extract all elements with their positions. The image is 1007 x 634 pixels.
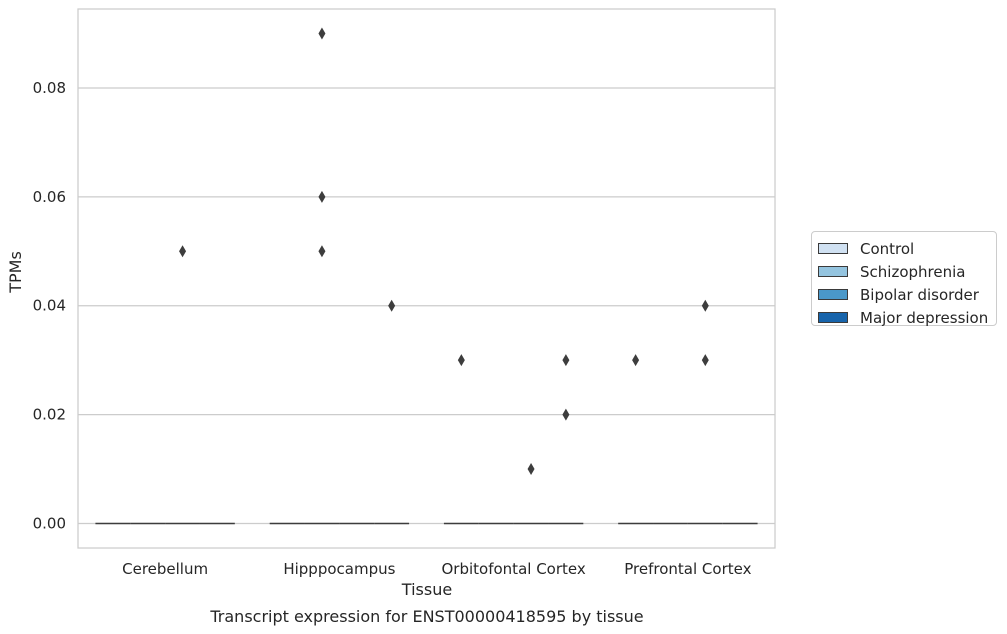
x-tick-label: Orbitofontal Cortex (442, 560, 586, 578)
y-tick-label: 0.08 (33, 79, 66, 97)
legend-label: Control (860, 239, 915, 258)
legend-item: Major depression (818, 306, 996, 329)
outlier-point (388, 299, 396, 312)
outlier-point (457, 354, 465, 367)
legend-swatch (818, 243, 848, 254)
x-tick-label: Hipppocampus (283, 560, 395, 578)
outlier-point (701, 299, 709, 312)
chart-title: Transcript expression for ENST0000041859… (209, 607, 643, 626)
legend-swatch (818, 289, 848, 300)
legend-label: Schizophrenia (860, 262, 966, 281)
outlier-point (701, 354, 709, 367)
outliers (179, 27, 709, 476)
y-tick-label: 0.02 (33, 406, 66, 424)
legend-swatch (818, 312, 848, 323)
y-tick-label: 0.00 (33, 515, 66, 533)
legend-item: Bipolar disorder (818, 283, 996, 306)
x-tick-labels: Cerebellum Hipppocampus Orbitofontal Corte… (122, 560, 751, 578)
outlier-point (632, 354, 640, 367)
legend-swatch (818, 266, 848, 277)
x-axis-label: Tissue (401, 580, 452, 599)
legend-label: Major depression (860, 308, 989, 327)
legend-item: Schizophrenia (818, 260, 996, 283)
outlier-point (179, 245, 187, 258)
outlier-point (318, 190, 326, 203)
y-tick-label: 0.06 (33, 188, 66, 206)
legend-label: Bipolar disorder (860, 285, 979, 304)
x-tick-label: Prefrontal Cortex (624, 560, 751, 578)
outlier-point (562, 408, 570, 421)
outlier-point (318, 27, 326, 40)
y-tick-label: 0.04 (33, 297, 66, 315)
outlier-point (562, 354, 570, 367)
legend: Control Schizophrenia Bipolar disorder Majo… (811, 231, 997, 329)
x-tick-label: Cerebellum (122, 560, 208, 578)
gridlines (78, 87, 775, 525)
legend-item: Control (818, 237, 996, 260)
outlier-point (318, 245, 326, 258)
y-tick-labels: 0.00 0.02 0.04 0.06 0.08 (33, 79, 66, 533)
outlier-point (527, 463, 535, 476)
plot-frame (77, 8, 776, 549)
y-axis-label: TPMs (6, 251, 25, 294)
